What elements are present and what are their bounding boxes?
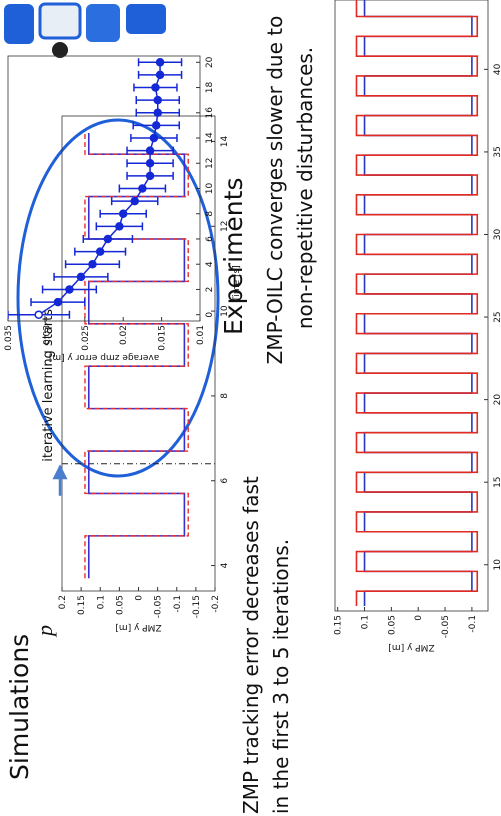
x-tick-label: 6	[205, 236, 215, 242]
data-point	[151, 121, 161, 130]
y-axis-label: average zmp error y [m]	[49, 352, 159, 362]
caption: ZMP tracking error decreases fast	[239, 476, 263, 814]
x-axis-label: Time [s]	[232, 265, 242, 303]
y-tick-label: 0.15	[334, 615, 344, 635]
y-tick-label: 0.015	[158, 325, 168, 351]
data-point	[145, 159, 155, 168]
y-axis-label: ZMP y [m]	[115, 622, 161, 632]
x-tick-label: 6	[220, 478, 230, 484]
y-tick-label: -0.05	[441, 615, 451, 638]
x-tick-label: 10	[493, 559, 501, 571]
x-tick-label: 12	[220, 221, 230, 232]
y-tick-label: -0.1	[468, 615, 478, 633]
section-title: Experiments	[219, 178, 248, 335]
y-tick-label: 0.1	[361, 615, 371, 629]
data-point	[103, 234, 113, 244]
x-tick-label: 4	[205, 261, 215, 267]
data-point	[53, 297, 63, 307]
x-tick-label: 40	[493, 63, 501, 75]
x-tick-label: 10	[220, 305, 230, 317]
x-tick-label: 18	[205, 82, 215, 94]
data-point	[118, 209, 128, 218]
y-tick-label: 0.03	[42, 325, 52, 345]
y-tick-label: 0.025	[81, 325, 91, 351]
caption: ZMP-OILC converges slower due to	[263, 16, 287, 365]
series-line	[84, 132, 189, 579]
y-tick-label: -0.15	[192, 595, 202, 618]
data-point	[95, 247, 105, 256]
y-tick-label: 0.2	[58, 595, 68, 609]
y-axis-label: ZMP y [m]	[388, 642, 434, 652]
data-point	[151, 83, 160, 92]
plot-area	[8, 58, 183, 319]
series-line	[363, 0, 473, 607]
x-tick-label: 0	[205, 312, 215, 318]
y-tick-label: 0	[135, 595, 145, 601]
data-point	[145, 171, 155, 181]
x-tick-label: 25	[493, 311, 501, 322]
series-line	[355, 0, 479, 607]
x-tick-label: 14	[220, 135, 230, 147]
data-point	[76, 272, 86, 282]
y-tick-label: 0.15	[77, 595, 87, 615]
x-tick-label: 20	[205, 56, 215, 68]
y-tick-label: -0.05	[154, 595, 164, 618]
data-point	[88, 259, 97, 269]
y-tick-label: 0	[414, 615, 424, 621]
x-tick-label: 30	[493, 228, 501, 240]
x-tick-label: 10	[205, 183, 215, 195]
data-point	[34, 310, 43, 319]
data-point	[145, 146, 155, 155]
x-tick-label: 20	[493, 394, 501, 406]
y-tick-label: 0.1	[96, 595, 106, 609]
y-tick-label: 0.02	[119, 325, 129, 345]
data-point	[153, 95, 163, 105]
y-tick-label: 0.05	[387, 615, 397, 635]
plot-frame	[334, 0, 489, 612]
data-point	[155, 58, 165, 67]
data-point	[149, 133, 159, 143]
x-tick-label: 8	[220, 393, 230, 399]
y-tick-label: 0.05	[115, 595, 125, 615]
data-point	[153, 108, 163, 118]
x-tick-label: 2	[205, 287, 215, 293]
y-tick-label: -0.1	[173, 595, 183, 613]
y-tick-label: 0.01	[196, 325, 206, 345]
x-tick-label: 35	[493, 146, 501, 157]
plot-area	[84, 132, 189, 579]
annotation: p	[32, 625, 57, 638]
plot-area	[355, 0, 479, 607]
x-tick-label: 16	[205, 107, 215, 119]
data-point	[155, 70, 165, 80]
data-point	[115, 222, 124, 231]
x-tick-label: 4	[220, 562, 230, 568]
x-tick-label: 12	[205, 158, 215, 169]
robot-photo	[4, 2, 166, 58]
highlight-ellipse	[16, 118, 220, 478]
caption: in the first 3 to 5 iterations.	[269, 539, 293, 814]
x-tick-label: 14	[205, 132, 215, 144]
x-tick-label: 8	[205, 211, 215, 217]
data-point	[65, 285, 74, 294]
data-point	[130, 196, 139, 206]
annotation: iterative learning starts	[41, 309, 56, 462]
x-tick-label: 15	[493, 476, 501, 487]
caption: non-repetitive disturbances.	[293, 47, 317, 329]
y-tick-label: 0.035	[4, 325, 14, 351]
y-tick-label: -0.2	[211, 595, 221, 613]
section-title: Simulations	[5, 634, 34, 780]
data-point	[138, 184, 147, 193]
